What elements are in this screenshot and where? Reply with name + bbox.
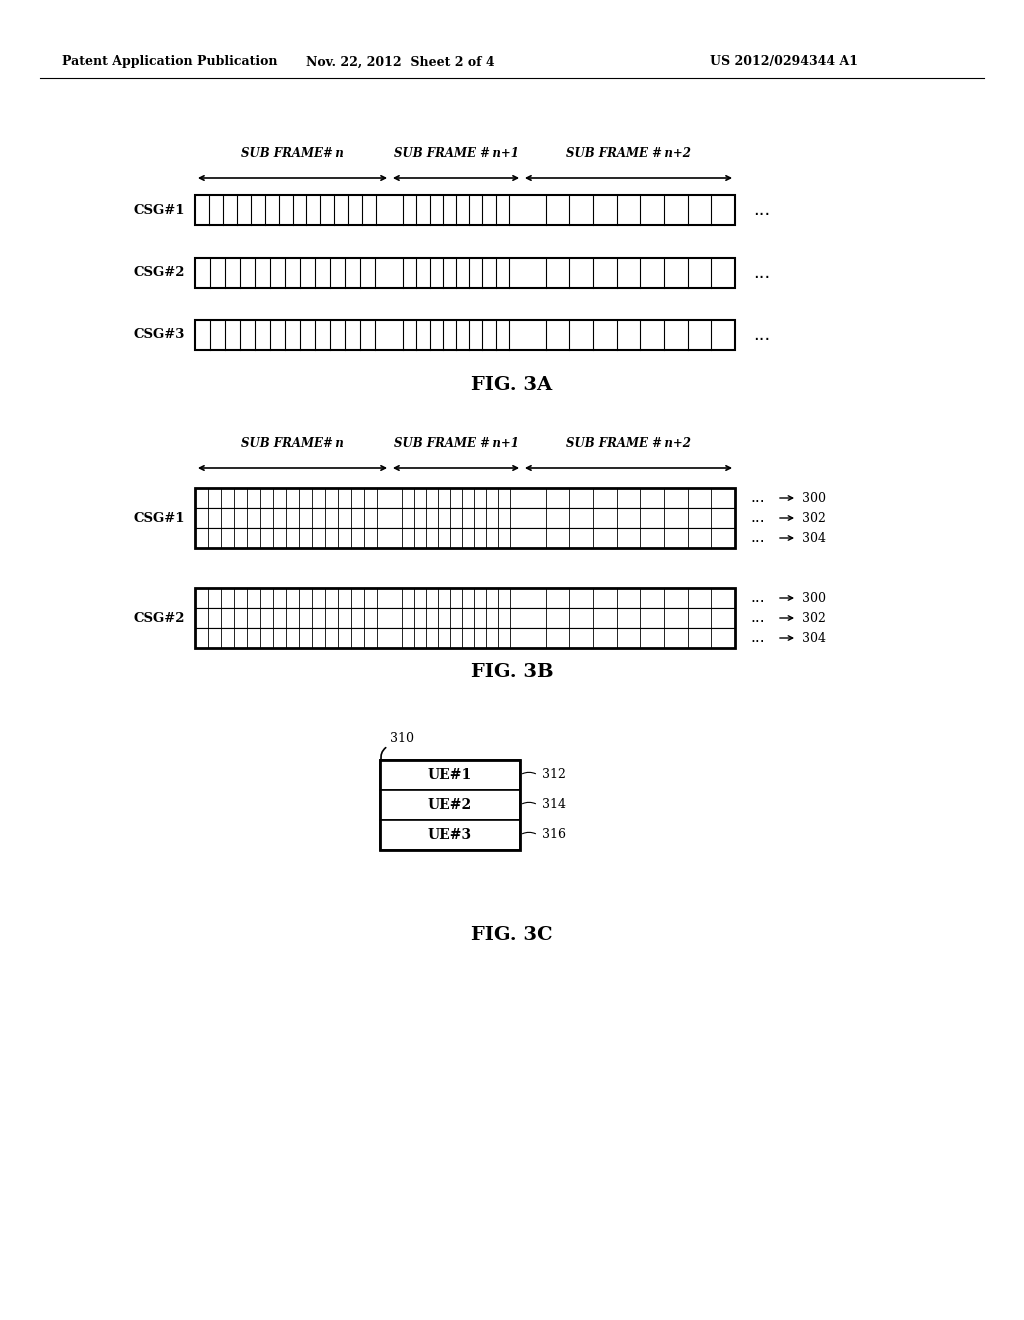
Text: ...: ... — [750, 610, 765, 626]
Bar — [195, 257, 735, 288]
Text: FIG. 3C: FIG. 3C — [471, 927, 553, 944]
Text: 302: 302 — [802, 611, 826, 624]
Text: 310: 310 — [390, 731, 414, 744]
Text: US 2012/0294344 A1: US 2012/0294344 A1 — [710, 55, 858, 69]
Text: SUB FRAME # n+1: SUB FRAME # n+1 — [393, 437, 518, 450]
Text: ...: ... — [750, 511, 765, 525]
Bar — [532, 488, 558, 508]
Text: CSG#3: CSG#3 — [133, 329, 185, 342]
Bar — [205, 587, 224, 609]
Bar — [195, 587, 735, 609]
Text: CSG#2: CSG#2 — [133, 611, 185, 624]
Bar — [532, 628, 558, 648]
Text: ...: ... — [750, 531, 765, 545]
Bar — [195, 488, 735, 548]
Text: FIG. 3B: FIG. 3B — [471, 663, 553, 681]
Bar — [195, 319, 735, 350]
Bar — [445, 508, 458, 528]
Bar — [195, 488, 735, 508]
Text: CSG#1: CSG#1 — [133, 511, 185, 524]
Bar — [195, 587, 735, 648]
Text: 300: 300 — [802, 591, 826, 605]
Bar — [195, 528, 735, 548]
Text: UE#3: UE#3 — [428, 828, 472, 842]
Text: SUB FRAME# n: SUB FRAME# n — [241, 147, 344, 160]
Bar — [205, 488, 224, 508]
Bar — [445, 195, 459, 224]
Bar — [205, 319, 224, 350]
Bar — [195, 195, 735, 224]
Bar — [195, 488, 735, 508]
Bar — [312, 508, 330, 528]
Bar — [456, 319, 469, 350]
Bar — [463, 257, 476, 288]
Text: ...: ... — [750, 491, 765, 506]
Bar — [205, 628, 224, 648]
Bar — [312, 609, 330, 628]
Bar — [445, 609, 458, 628]
Text: 316: 316 — [542, 829, 566, 842]
Text: UE#2: UE#2 — [428, 799, 472, 812]
Text: SUB FRAME # n+2: SUB FRAME # n+2 — [566, 147, 691, 160]
Bar — [532, 319, 558, 350]
Text: SUB FRAME # n+2: SUB FRAME # n+2 — [566, 437, 691, 450]
Bar — [532, 587, 558, 609]
Bar — [195, 528, 735, 548]
Text: SUB FRAME # n+1: SUB FRAME # n+1 — [393, 147, 518, 160]
Bar — [195, 587, 735, 609]
Bar — [532, 257, 558, 288]
Text: Nov. 22, 2012  Sheet 2 of 4: Nov. 22, 2012 Sheet 2 of 4 — [306, 55, 495, 69]
Text: 314: 314 — [542, 799, 566, 812]
Bar — [195, 508, 735, 528]
Bar — [380, 820, 520, 850]
Text: SUB FRAME# n: SUB FRAME# n — [241, 437, 344, 450]
Text: ...: ... — [750, 590, 765, 606]
Text: ...: ... — [753, 201, 770, 219]
Bar — [195, 195, 735, 224]
Text: 304: 304 — [802, 631, 826, 644]
Bar — [532, 195, 558, 224]
Text: 300: 300 — [802, 491, 826, 504]
Text: ...: ... — [753, 264, 770, 282]
Bar — [195, 508, 735, 528]
Text: CSG#1: CSG#1 — [133, 203, 185, 216]
Text: ...: ... — [750, 631, 765, 645]
Text: 302: 302 — [802, 511, 826, 524]
Bar — [195, 319, 735, 350]
Text: CSG#2: CSG#2 — [133, 267, 185, 280]
Text: Patent Application Publication: Patent Application Publication — [62, 55, 278, 69]
Text: ...: ... — [753, 326, 770, 345]
Bar — [380, 789, 520, 820]
Bar — [195, 257, 735, 288]
Bar — [380, 760, 520, 789]
Text: UE#1: UE#1 — [428, 768, 472, 781]
Bar — [317, 257, 337, 288]
Bar — [195, 609, 735, 628]
Bar — [532, 528, 558, 548]
Bar — [195, 628, 735, 648]
Bar — [380, 760, 520, 850]
Text: 312: 312 — [542, 768, 566, 781]
Bar — [195, 628, 735, 648]
Bar — [195, 609, 735, 628]
Bar — [205, 528, 224, 548]
Text: FIG. 3A: FIG. 3A — [471, 376, 553, 393]
Bar — [336, 195, 352, 224]
Text: 304: 304 — [802, 532, 826, 544]
